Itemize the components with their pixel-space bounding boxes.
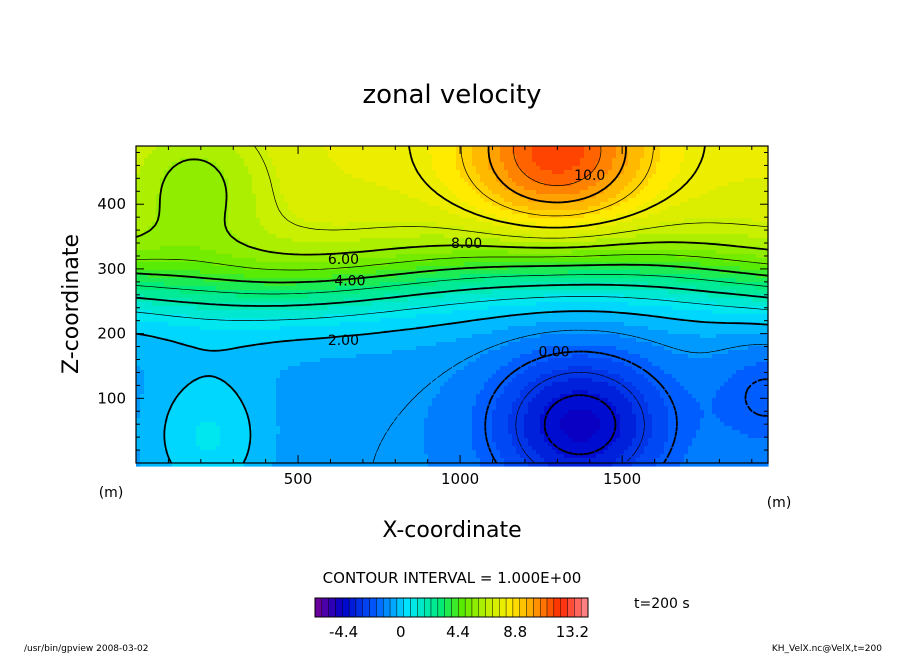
colorbar-tick-label: 4.4 — [446, 623, 470, 641]
colorbar-cell — [383, 597, 391, 618]
colorbar-cell — [430, 597, 439, 618]
colorbar-cell — [335, 597, 343, 618]
colorbar-cell — [451, 597, 459, 618]
plot-frame — [135, 145, 769, 464]
colorbar-cell — [444, 597, 452, 618]
colorbar-cell — [410, 597, 418, 618]
contour-line — [408, 145, 706, 229]
colorbar-cell — [376, 597, 384, 618]
colorbar-cell — [492, 597, 500, 618]
colorbar-cell — [519, 597, 527, 618]
colorbar — [314, 597, 589, 618]
contour-line — [135, 263, 769, 284]
x-axis-label: X-coordinate — [382, 518, 521, 543]
contour-label: 0.00 — [539, 345, 570, 361]
colorbar-ticks: -4.4 0 4.4 8.8 13.2 — [329, 623, 589, 641]
contour-line — [135, 158, 769, 256]
colorbar-cell — [437, 597, 445, 618]
x-unit-label: (m) — [767, 495, 792, 511]
contour-line — [135, 283, 769, 307]
colorbar-cell — [485, 597, 493, 618]
colorbar-cell — [533, 597, 541, 618]
colorbar-cell — [328, 597, 336, 618]
colorbar-cell — [321, 597, 329, 618]
colorbar-cell — [458, 597, 466, 618]
plot-area: 10.0 8.00 6.00 4.00 2.00 0.00 — [135, 145, 769, 467]
y-tick-label: 300 — [97, 260, 126, 278]
contour-line — [135, 296, 769, 321]
x-tick-label: 500 — [284, 470, 313, 488]
colorbar-cell — [403, 597, 411, 618]
colorbar-tick-label: 0 — [396, 623, 406, 641]
contour-line — [543, 394, 617, 456]
colorbar-cell — [499, 597, 507, 618]
colorbar-cell — [546, 597, 555, 618]
colorbar-cell — [342, 597, 350, 618]
colorbar-cell — [560, 597, 568, 618]
y-axis-ticks: 100 200 300 400 — [97, 195, 126, 407]
colorbar-cell — [553, 597, 561, 618]
contour-line — [515, 371, 645, 464]
contour-line — [135, 274, 769, 295]
colorbar-cell — [471, 597, 480, 618]
contour-lines: 10.0 8.00 6.00 4.00 2.00 0.00 — [135, 145, 769, 464]
colorbar-cell — [526, 597, 534, 618]
contour-interval-label: CONTOUR INTERVAL = 1.000E+00 — [323, 569, 582, 587]
colorbar-cell — [540, 597, 548, 618]
colorbar-cell — [362, 597, 370, 618]
contour-label: 2.00 — [328, 333, 359, 349]
y-tick-label: 400 — [97, 195, 126, 213]
colorbar-cell — [512, 597, 520, 618]
contour-line — [513, 145, 602, 186]
frame-ticks — [136, 146, 768, 463]
colorbar-tick-label: 8.8 — [503, 623, 527, 641]
y-tick-label: 100 — [97, 389, 126, 407]
contour-line — [487, 145, 627, 204]
colorbar-cell — [505, 597, 514, 618]
colorbar-cell — [574, 597, 582, 618]
contour-line — [136, 254, 769, 271]
y-tick-label: 200 — [97, 325, 126, 343]
colorbar-cell — [348, 597, 357, 618]
colorbar-cell — [355, 597, 363, 618]
colorbar-cell — [417, 597, 425, 618]
x-axis-ticks: 500 1000 1500 — [284, 470, 642, 488]
footer-left: /usr/bin/gpview 2008-03-02 — [24, 644, 148, 654]
colorbar-cell — [580, 597, 589, 618]
colorbar-cell — [464, 597, 473, 618]
contour-line — [372, 329, 769, 464]
shaded-field — [136, 146, 769, 467]
chart-title: zonal velocity — [362, 80, 541, 110]
colorbar-cell — [369, 597, 377, 618]
x-tick-label: 1000 — [441, 470, 479, 488]
colorbar-cell — [396, 597, 404, 618]
colorbar-tick-label: 13.2 — [556, 623, 589, 641]
colorbar-cell — [314, 597, 323, 618]
colorbar-cell — [567, 597, 575, 618]
contour-line — [484, 350, 769, 464]
x-tick-label: 1500 — [603, 470, 641, 488]
contour-line — [254, 145, 769, 239]
footer-right: KH_VelX.nc@VelX,t=200 — [772, 644, 882, 654]
y-axis-label: Z-coordinate — [59, 234, 84, 374]
contour-label: 6.00 — [328, 252, 359, 268]
contour-label: 8.00 — [451, 236, 482, 252]
contour-label: 10.0 — [574, 168, 605, 184]
y-unit-label: (m) — [99, 485, 124, 501]
colorbar-cell — [389, 597, 398, 618]
contour-line — [460, 145, 654, 217]
colorbar-cell — [424, 597, 432, 618]
colorbar-tick-label: -4.4 — [329, 623, 358, 641]
time-label: t=200 s — [634, 596, 690, 612]
colorbar-cell — [478, 597, 486, 618]
contour-label: 4.00 — [334, 274, 365, 290]
